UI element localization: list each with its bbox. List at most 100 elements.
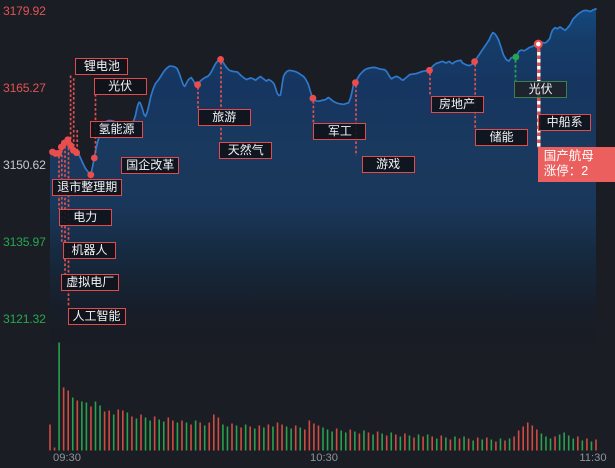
volume-bar [331, 431, 333, 451]
marker-dot-red [64, 136, 72, 144]
volume-bar [85, 402, 88, 451]
volume-bar [481, 439, 484, 451]
volume-bar [376, 431, 379, 451]
marker-dot-current [533, 39, 543, 49]
volume-bar [472, 440, 474, 451]
volume-bar [390, 432, 393, 451]
sector-tag-11[interactable]: 军工 [313, 123, 367, 140]
volume-bar [263, 427, 265, 451]
volume-bar [304, 429, 306, 451]
volume-bar [199, 422, 201, 451]
volume-bar [381, 433, 383, 451]
volume-bar [554, 436, 556, 451]
volume-bar [285, 426, 288, 451]
marker-dot-green [512, 53, 520, 61]
sector-tag-6[interactable]: 机器人 [63, 241, 116, 259]
sector-tag-title: 国产航母 [543, 149, 594, 164]
volume-bar [108, 410, 110, 451]
volume-bar [590, 441, 593, 451]
volume-bar [577, 436, 579, 451]
volume-bar [322, 427, 324, 451]
volume-bar [158, 419, 160, 451]
volume-bar [272, 426, 274, 451]
volume-bar [413, 437, 415, 451]
volume-bar [49, 424, 51, 451]
volume-bar [162, 421, 165, 451]
volume-bar [467, 438, 470, 451]
volume-bar [385, 435, 388, 451]
sector-tag-0[interactable]: 锂电池 [75, 58, 129, 76]
marker-dot-red [90, 154, 98, 162]
volume-bar [363, 430, 365, 451]
volume-bar [208, 422, 211, 451]
volume-bar [76, 400, 79, 451]
volume-bar [181, 420, 183, 451]
volume-bar [140, 414, 142, 451]
volume-bar [349, 429, 352, 451]
sector-tag-7[interactable]: 虚拟电厂 [61, 274, 120, 292]
sector-tag-1[interactable]: 光伏 [93, 78, 147, 95]
sector-tag-16[interactable]: 中船系 [538, 114, 592, 132]
volume-bar [81, 401, 83, 451]
sector-tag-13[interactable]: 房地产 [430, 95, 484, 113]
volume-bar [408, 435, 411, 451]
volume-bar [213, 414, 215, 451]
x-axis-label-1: 10:30 [310, 452, 338, 464]
volume-bar [458, 438, 461, 451]
marker-dot-red [194, 81, 202, 89]
volume-bar [62, 387, 65, 451]
volume-bar [344, 432, 347, 451]
sector-tag-4[interactable]: 退市整理期 [52, 179, 123, 196]
volume-bar [313, 423, 315, 451]
volume-bar [454, 436, 456, 451]
volume-bar [340, 430, 342, 451]
volume-bar [595, 439, 597, 451]
sector-tag-10[interactable]: 天然气 [219, 141, 273, 159]
volume-bar [103, 411, 106, 451]
volume-bar [90, 406, 92, 451]
y-axis-label-3: 3135.97 [3, 235, 46, 249]
volume-bar [486, 437, 488, 451]
volume-bar [231, 423, 233, 451]
volume-bar [354, 431, 356, 451]
volume-bar [490, 439, 493, 451]
volume-bar [172, 420, 174, 451]
volume-bar [122, 410, 124, 451]
volume-bar [586, 438, 588, 451]
y-axis-label-1: 3165.27 [3, 81, 46, 95]
volume-bar [572, 438, 575, 451]
y-axis-label-4: 3121.32 [3, 312, 46, 326]
volume-bar [117, 409, 120, 451]
sector-tag-14[interactable]: 储能 [475, 128, 529, 146]
volume-bar [549, 438, 552, 451]
sector-tag-3[interactable]: 国企改革 [121, 157, 180, 175]
volume-bar [149, 420, 151, 451]
sector-tag-12[interactable]: 游戏 [361, 155, 415, 173]
volume-bar [294, 425, 297, 451]
volume-bar [372, 434, 374, 451]
volume-bar [326, 429, 329, 451]
volume-bar [431, 436, 433, 451]
volume-bar [144, 417, 147, 451]
marker-dot-red [55, 149, 62, 157]
volume-bar [563, 432, 565, 451]
volume-bar [499, 438, 502, 451]
volume-bar [226, 426, 229, 451]
sector-tag-2[interactable]: 氢能源 [90, 121, 143, 138]
volume-bar [244, 424, 247, 451]
volume-bar [176, 422, 179, 451]
sector-tag-9[interactable]: 旅游 [197, 108, 251, 126]
sector-tag-8[interactable]: 人工智能 [67, 307, 126, 325]
y-axis-label-2: 3150.62 [3, 158, 46, 172]
sector-tag-17[interactable]: 国产航母 涨停：2 [537, 147, 615, 182]
volume-bar [281, 424, 283, 451]
sector-tag-15[interactable]: 光伏 [514, 80, 568, 98]
volume-bar [358, 433, 361, 451]
volume-bar [235, 425, 238, 451]
volume-bar [203, 425, 206, 451]
sector-tag-5[interactable]: 电力 [58, 209, 112, 226]
marker-dot-red [73, 149, 80, 157]
